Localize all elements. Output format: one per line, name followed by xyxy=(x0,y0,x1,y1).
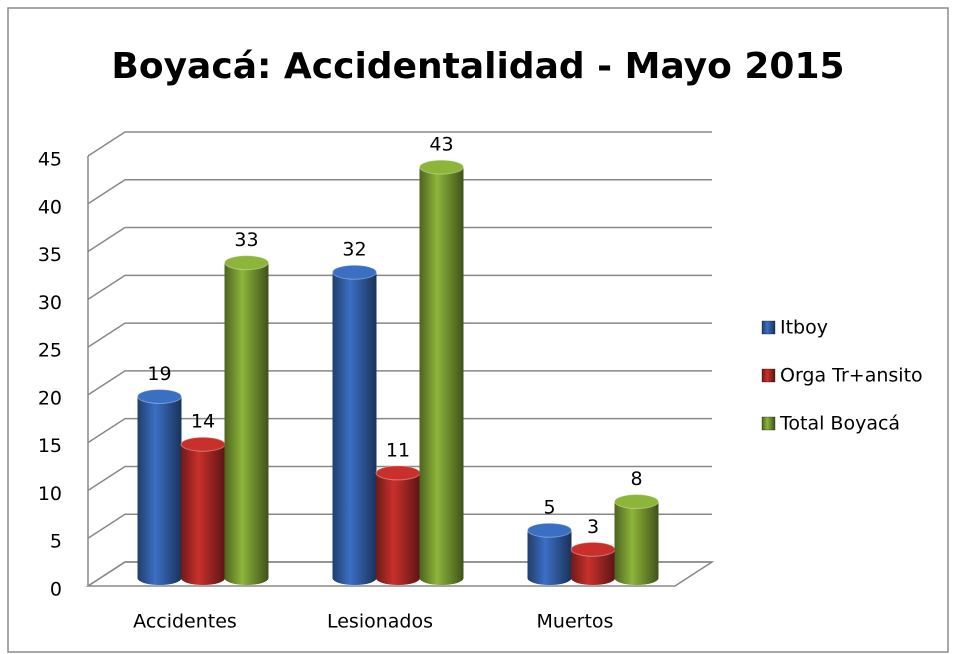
y-tick-label: 30 xyxy=(38,292,62,314)
bar-shade xyxy=(571,549,615,585)
bar-top xyxy=(137,388,182,404)
bar-shade xyxy=(224,262,269,586)
y-tick-label: 35 xyxy=(38,244,62,266)
grid-line xyxy=(87,417,712,444)
grid-line xyxy=(87,226,712,253)
y-tick-label: 20 xyxy=(38,387,62,409)
value-label: 19 xyxy=(147,363,171,385)
x-tick-label: Lesionados xyxy=(327,611,433,633)
value-label: 8 xyxy=(630,468,642,490)
x-tick-label: Muertos xyxy=(537,611,614,633)
bar-top xyxy=(332,264,377,280)
bar-top xyxy=(614,494,659,510)
bar-shade xyxy=(419,167,464,586)
bar-shade xyxy=(614,501,659,586)
legend-swatch-shade xyxy=(762,417,775,430)
legend-label: Orga Tr+ansito xyxy=(780,365,923,387)
legend-swatch-shade xyxy=(762,369,775,382)
legend-label: Itboy xyxy=(780,317,828,339)
bar-shade xyxy=(332,272,377,585)
grid-line xyxy=(87,179,712,205)
y-tick-label: 40 xyxy=(38,196,62,218)
grid-line xyxy=(87,370,712,396)
grid-line xyxy=(87,561,712,587)
grid-line xyxy=(87,513,712,539)
value-label: 43 xyxy=(429,134,453,156)
value-label: 3 xyxy=(587,516,599,538)
y-tick-label: 10 xyxy=(38,483,62,505)
grid-line xyxy=(87,131,712,157)
y-tick-label: 5 xyxy=(50,531,62,553)
grid-line xyxy=(87,322,712,348)
legend-swatch-shade xyxy=(762,321,775,334)
bar-shade xyxy=(376,472,420,585)
bar-top xyxy=(570,541,616,557)
bar-top xyxy=(180,436,226,452)
value-label: 5 xyxy=(543,497,555,519)
value-label: 33 xyxy=(234,229,258,251)
y-tick-label: 0 xyxy=(50,579,62,601)
chart-title: Boyacá: Accidentalidad - Mayo 2015 xyxy=(111,46,844,87)
x-tick-label: Accidentes xyxy=(133,611,237,633)
y-tick-label: 45 xyxy=(38,149,62,171)
value-label: 14 xyxy=(191,411,215,433)
bar-top xyxy=(224,255,269,271)
grid-line xyxy=(87,274,712,300)
value-label: 11 xyxy=(386,439,410,461)
bar-top xyxy=(527,522,572,538)
bar-top xyxy=(375,465,421,481)
bar-shade xyxy=(181,444,225,585)
bar-shade xyxy=(527,530,572,586)
y-tick-label: 15 xyxy=(38,435,62,457)
legend-label: Total Boyacá xyxy=(779,413,900,435)
bar-shade xyxy=(137,396,182,586)
grid-line xyxy=(87,465,712,492)
y-tick-label: 25 xyxy=(38,340,62,362)
bar-top xyxy=(419,159,464,175)
value-label: 32 xyxy=(342,239,366,261)
